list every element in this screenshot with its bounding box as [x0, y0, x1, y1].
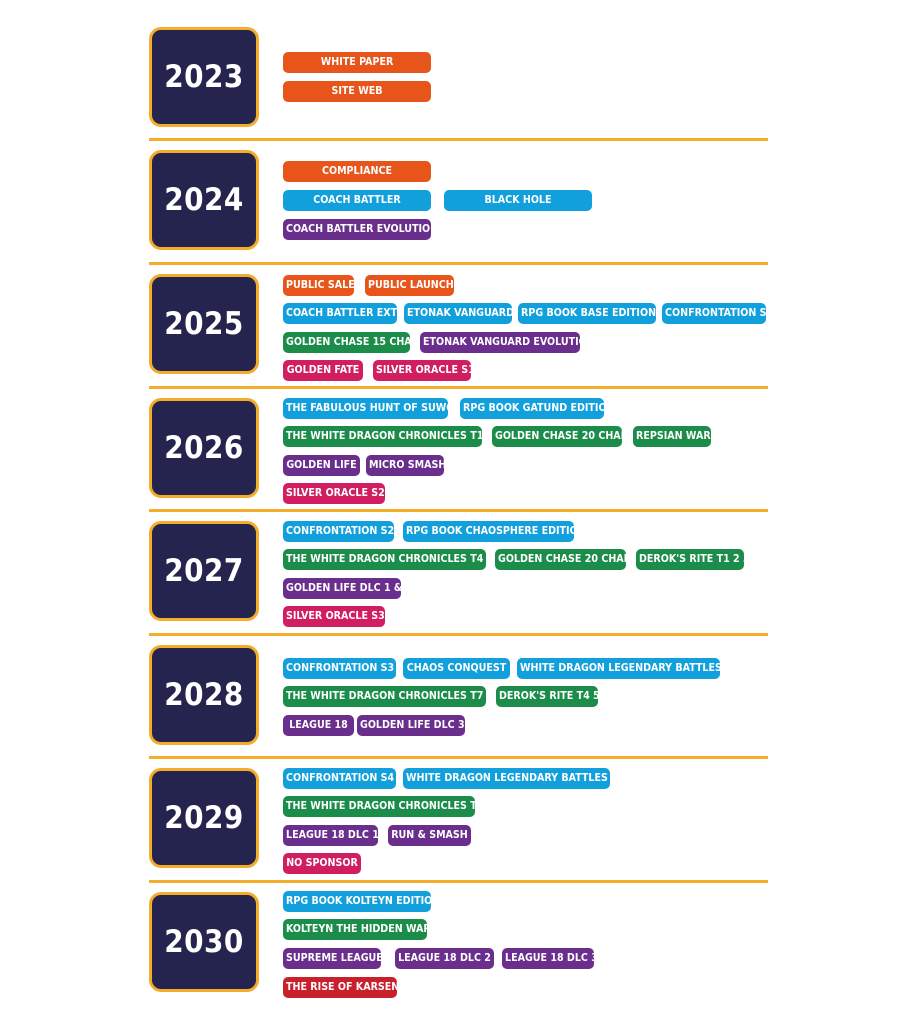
milestone-pill: REPSIAN WAR — [633, 426, 711, 447]
milestone-pill: GOLDEN CHASE 20 CHAP — [492, 426, 622, 447]
year-box-2029: 2029 — [149, 768, 259, 868]
milestone-pill: LEAGUE 18 DLC 1 — [283, 825, 378, 846]
year-divider — [149, 138, 768, 141]
milestone-pill: GOLDEN LIFE DLC 1 & 2 — [283, 578, 401, 599]
milestone-pill: THE WHITE DRAGON CHRONICLES T1 2 3 — [283, 426, 482, 447]
year-box-2024: 2024 — [149, 150, 259, 250]
milestone-pill: PUBLIC SALE — [283, 275, 354, 296]
milestone-pill: COMPLIANCE — [283, 161, 431, 182]
milestone-pill: ETONAK VANGUARD EVOLUTION — [420, 332, 580, 353]
milestone-pill: SILVER ORACLE S3 — [283, 606, 385, 627]
milestone-pill: MICRO SMASH — [366, 455, 444, 476]
milestone-pill: LEAGUE 18 DLC 2 — [395, 948, 494, 969]
milestone-pill: CHAOS CONQUEST — [403, 658, 510, 679]
milestone-pill: KOLTEYN THE HIDDEN WAR — [283, 919, 427, 940]
milestone-pill: COACH BATTLER — [283, 190, 431, 211]
milestone-pill: RUN & SMASH — [388, 825, 471, 846]
milestone-pill: THE WHITE DRAGON CHRONICLES T7 8 9 — [283, 686, 486, 707]
milestone-pill: THE RISE OF KARSEN — [283, 977, 397, 998]
milestone-pill: THE WHITE DRAGON CHRONICLES T10 — [283, 796, 475, 817]
year-box-2023: 2023 — [149, 27, 259, 127]
year-divider — [149, 386, 768, 389]
milestone-pill: COACH BATTLER EXT — [283, 303, 397, 324]
milestone-pill: THE WHITE DRAGON CHRONICLES T4 5 6 — [283, 549, 486, 570]
milestone-pill: RPG BOOK GATUND EDITION — [460, 398, 604, 419]
year-divider — [149, 509, 768, 512]
milestone-pill: CONFRONTATION S3 — [283, 658, 396, 679]
milestone-pill: GOLDEN LIFE DLC 3 — [357, 715, 465, 736]
milestone-pill: CONFRONTATION S1 — [662, 303, 766, 324]
milestone-pill: DEROK'S RITE T1 2 3 — [636, 549, 744, 570]
milestone-pill: GOLDEN CHASE 15 CHAP — [283, 332, 410, 353]
milestone-pill: GOLDEN FATE — [283, 360, 363, 381]
milestone-pill: RPG BOOK BASE EDITION — [518, 303, 656, 324]
milestone-pill: LEAGUE 18 — [283, 715, 354, 736]
milestone-pill: WHITE PAPER — [283, 52, 431, 73]
milestone-pill: RPG BOOK CHAOSPHERE EDITION — [403, 521, 574, 542]
year-box-2025: 2025 — [149, 274, 259, 374]
milestone-pill: NO SPONSOR — [283, 853, 361, 874]
year-divider — [149, 880, 768, 883]
year-box-2030: 2030 — [149, 892, 259, 992]
year-divider — [149, 756, 768, 759]
milestone-pill: BLACK HOLE — [444, 190, 592, 211]
milestone-pill: WHITE DRAGON LEGENDARY BATTLES S1 — [517, 658, 720, 679]
milestone-pill: WHITE DRAGON LEGENDARY BATTLES S2 — [403, 768, 610, 789]
milestone-pill: CONFRONTATION S2 — [283, 521, 394, 542]
year-divider — [149, 262, 768, 265]
year-box-2027: 2027 — [149, 521, 259, 621]
milestone-pill: LEAGUE 18 DLC 3 — [502, 948, 594, 969]
milestone-pill: GOLDEN LIFE — [283, 455, 360, 476]
milestone-pill: SUPREME LEAGUE — [283, 948, 381, 969]
milestone-pill: SITE WEB — [283, 81, 431, 102]
milestone-pill: COACH BATTLER EVOLUTION — [283, 219, 431, 240]
milestone-pill: SILVER ORACLE S2 — [283, 483, 385, 504]
year-box-2028: 2028 — [149, 645, 259, 745]
milestone-pill: GOLDEN CHASE 20 CHAP — [495, 549, 626, 570]
milestone-pill: THE FABULOUS HUNT OF SUWOT — [283, 398, 448, 419]
milestone-pill: PUBLIC LAUNCH — [365, 275, 454, 296]
milestone-pill: SILVER ORACLE S1 — [373, 360, 471, 381]
milestone-pill: CONFRONTATION S4 — [283, 768, 396, 789]
milestone-pill: RPG BOOK KOLTEYN EDITION — [283, 891, 431, 912]
milestone-pill: DEROK'S RITE T4 5 — [496, 686, 598, 707]
milestone-pill: ETONAK VANGUARD — [404, 303, 512, 324]
year-box-2026: 2026 — [149, 398, 259, 498]
year-divider — [149, 633, 768, 636]
